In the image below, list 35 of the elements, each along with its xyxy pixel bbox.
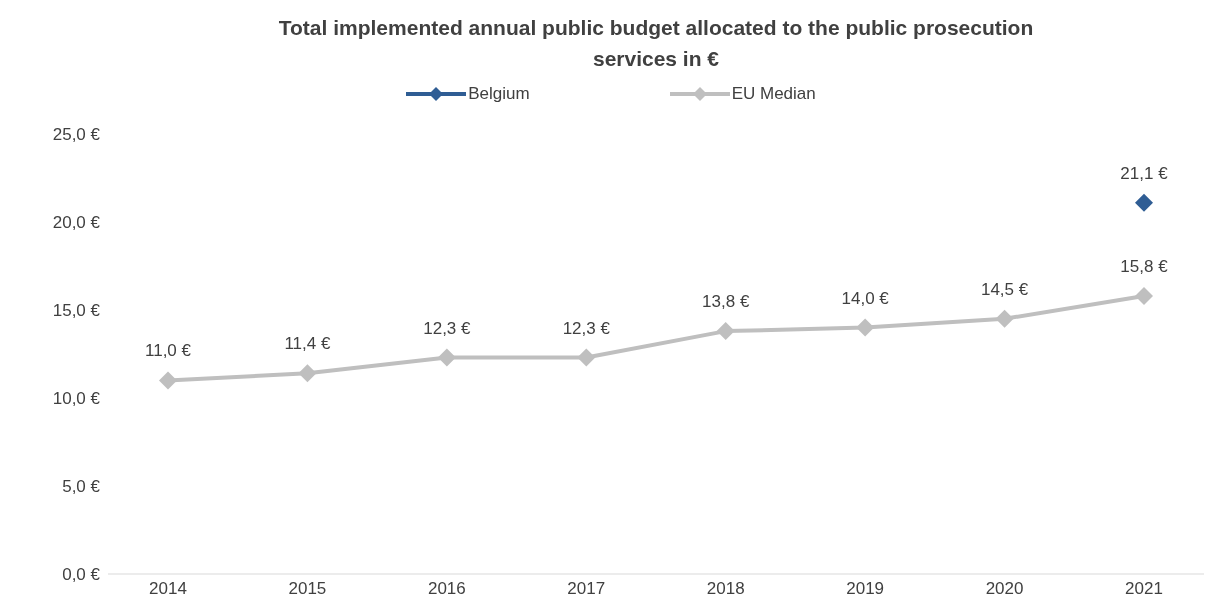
point bbox=[437, 348, 456, 367]
point bbox=[1135, 193, 1153, 212]
x-tick-label: 2016 bbox=[427, 579, 466, 599]
data-label: 12,3 € bbox=[423, 318, 472, 338]
x-tick-label: 2014 bbox=[149, 579, 187, 599]
y-tick-label: 0,0 € bbox=[62, 565, 101, 585]
point bbox=[1135, 286, 1153, 305]
x-tick-label: 2021 bbox=[1125, 579, 1163, 599]
point bbox=[159, 371, 177, 390]
chart-title: Total implemented annual public budget allocated to the public prosecution services in € bbox=[277, 15, 1035, 72]
point bbox=[995, 309, 1014, 328]
x-tick-label: 2015 bbox=[288, 579, 327, 599]
y-tick-label: 20,0 € bbox=[52, 213, 101, 233]
data-label: 13,8 € bbox=[702, 292, 750, 312]
data-label: 12,3 € bbox=[562, 318, 611, 338]
x-tick-label: 2017 bbox=[567, 579, 606, 599]
x-tick-label: 2019 bbox=[846, 579, 885, 599]
legend-label: Belgium bbox=[468, 84, 530, 104]
data-label: 14,5 € bbox=[980, 279, 1029, 299]
y-tick-label: 5,0 € bbox=[62, 477, 101, 497]
point bbox=[577, 348, 596, 367]
y-tick-label: 25,0 € bbox=[52, 125, 101, 145]
y-tick-label: 15,0 € bbox=[52, 301, 101, 321]
data-label: 11,4 € bbox=[284, 334, 331, 354]
legend-label: EU Median bbox=[731, 84, 816, 104]
x-tick-label: 2020 bbox=[985, 579, 1024, 599]
y-tick-label: 10,0 € bbox=[52, 389, 101, 409]
data-label: 15,8 € bbox=[1120, 256, 1169, 276]
point bbox=[298, 364, 317, 383]
data-label: 14,0 € bbox=[841, 288, 890, 308]
x-tick-label: 2018 bbox=[706, 579, 745, 599]
data-label: 21,1 € bbox=[1120, 163, 1169, 183]
point bbox=[856, 318, 875, 337]
data-label: 11,0 € bbox=[144, 341, 192, 361]
point bbox=[716, 322, 735, 341]
